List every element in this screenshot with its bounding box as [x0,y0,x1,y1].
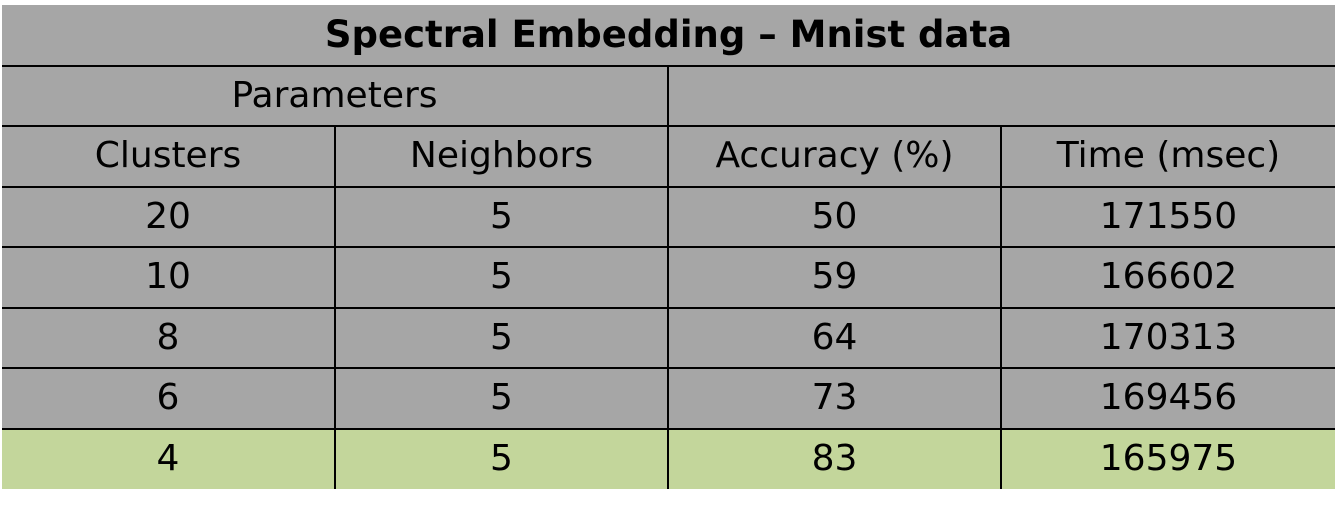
column-header-row: Clusters Neighbors Accuracy (%) Time (ms… [2,125,1336,188]
table-row: 20 5 50 171550 [2,185,1336,248]
cell-time: 165975 [999,427,1336,489]
cell-neighbors: 5 [334,427,669,489]
cell-neighbors: 5 [334,367,669,430]
table-row: 6 5 73 169456 [2,367,1336,430]
cell-accuracy: 50 [667,185,1002,248]
cell-clusters: 20 [2,185,336,248]
parameters-group-header: Parameters [2,64,669,127]
empty-group-header [666,64,1336,127]
table-row: 10 5 59 166602 [2,246,1336,309]
column-header-neighbors: Neighbors [334,125,669,188]
column-header-clusters: Clusters [2,125,336,188]
cell-time: 169456 [999,367,1336,430]
cell-neighbors: 5 [334,185,669,248]
cell-accuracy: 64 [667,306,1002,369]
cell-neighbors: 5 [334,306,669,369]
cell-accuracy: 59 [667,246,1002,309]
column-header-time: Time (msec) [999,125,1336,188]
cell-time: 166602 [999,246,1336,309]
title-row: Spectral Embedding – Mnist data [2,5,1336,67]
column-header-accuracy: Accuracy (%) [667,125,1002,188]
highlighted-table-row: 4 5 83 165975 [2,427,1336,489]
table-row: 8 5 64 170313 [2,306,1336,369]
cell-neighbors: 5 [334,246,669,309]
cell-clusters: 6 [2,367,336,430]
table-title: Spectral Embedding – Mnist data [2,5,1336,67]
cell-clusters: 10 [2,246,336,309]
cell-time: 170313 [999,306,1336,369]
cell-accuracy: 73 [667,367,1002,430]
group-header-row: Parameters [2,64,1336,127]
cell-clusters: 8 [2,306,336,369]
cell-accuracy: 83 [667,427,1002,489]
cell-clusters: 4 [2,427,336,489]
results-table: Spectral Embedding – Mnist data Paramete… [2,5,1336,489]
cell-time: 171550 [999,185,1336,248]
